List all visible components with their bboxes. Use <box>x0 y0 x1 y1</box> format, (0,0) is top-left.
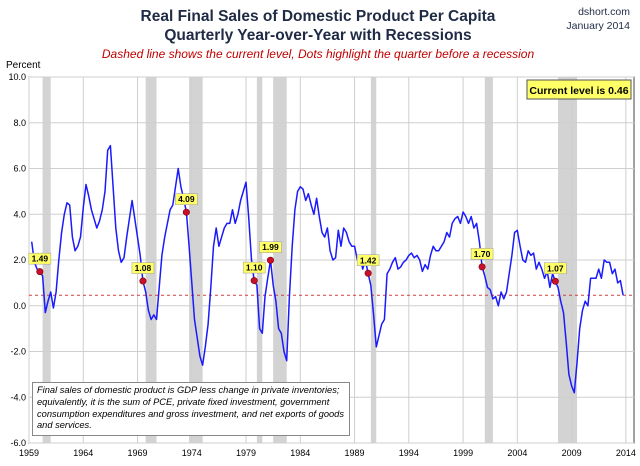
pre-recession-label: 1.07 <box>547 263 564 273</box>
pre-recession-dot <box>36 268 44 276</box>
x-tick-label: 1989 <box>345 448 365 458</box>
y-axis-unit-label: Percent <box>6 60 41 71</box>
x-tick-label: 1964 <box>73 448 93 458</box>
x-tick-label: 1979 <box>236 448 256 458</box>
y-tick-label: 2.0 <box>13 255 26 265</box>
pre-recession-label: 4.09 <box>178 194 195 204</box>
x-tick-label: 1984 <box>290 448 310 458</box>
y-tick-label: -2.0 <box>10 347 26 357</box>
y-tick-label: 8.0 <box>13 118 26 128</box>
pre-recession-label-box <box>28 252 52 265</box>
pre-recession-dot <box>250 277 258 285</box>
y-tick-label: 0.0 <box>13 301 26 311</box>
x-tick-label: 1999 <box>453 448 473 458</box>
plot-area: 1.49 1.08 4.09 1.10 1.99 1.42 1.70 1.07 <box>28 76 635 444</box>
footnote-text: Final sales of domestic product is GDP l… <box>37 385 344 431</box>
pre-recession-label-box <box>131 262 155 274</box>
date-label: January 2014 <box>566 20 630 32</box>
pre-recession-dot <box>266 256 274 264</box>
x-axis-ticks: 1959 1964 1969 1974 1979 1984 1989 1994 1999 2004… <box>19 448 636 458</box>
y-tick-label: 4.0 <box>13 209 26 219</box>
footnote-box: Final sales of domestic product is GDP l… <box>32 382 350 436</box>
pre-recession-label: 1.08 <box>135 263 152 273</box>
source-label: dshort.com <box>578 6 630 18</box>
x-tick-label: 2014 <box>616 448 636 458</box>
x-tick-label: 1974 <box>182 448 202 458</box>
pre-recession-dot <box>364 269 372 277</box>
x-tick-label: 2009 <box>562 448 582 458</box>
chart-title-line2: Quarterly Year-over-Year with Recessions <box>164 27 471 44</box>
chart-subtitle: Dashed line shows the current level, Dot… <box>102 47 535 61</box>
y-tick-label: 10.0 <box>8 72 26 82</box>
pre-recession-label-box <box>470 248 494 260</box>
pre-recession-dot <box>551 277 559 285</box>
y-tick-label: -6.0 <box>10 438 26 448</box>
x-tick-label: 1959 <box>19 448 39 458</box>
current-level-box <box>526 79 632 100</box>
pre-recession-label-box <box>242 261 266 274</box>
pre-recession-label: 1.10 <box>246 263 263 273</box>
pre-recession-points: 1.49 1.08 4.09 1.10 1.99 1.42 1.70 1.07 <box>28 193 567 285</box>
x-tick-label: 1969 <box>128 448 148 458</box>
pre-recession-label-box <box>356 254 380 267</box>
current-level-callout: Current level is 0.46 <box>526 79 632 100</box>
pre-recession-label: 1.70 <box>474 249 491 259</box>
pre-recession-label: 1.99 <box>262 242 279 252</box>
pre-recession-label-box <box>175 193 198 205</box>
chart-title-line1: Real Final Sales of Domestic Product Per… <box>141 8 496 25</box>
x-tick-label: 2004 <box>507 448 527 458</box>
x-tick-label: 1994 <box>399 448 419 458</box>
y-axis-ticks: 10.0 8.0 6.0 4.0 2.0 0.0 -2.0 -4.0 -6.0 <box>8 72 26 448</box>
pre-recession-dot <box>478 263 486 271</box>
y-tick-label: -4.0 <box>10 392 26 402</box>
pre-recession-dot <box>139 277 147 285</box>
y-tick-label: 6.0 <box>13 164 26 174</box>
pre-recession-label-box <box>544 262 567 275</box>
pre-recession-dot <box>182 208 190 216</box>
series-line <box>30 144 624 394</box>
pre-recession-label-box <box>259 241 282 253</box>
pre-recession-label: 1.42 <box>360 255 377 265</box>
pre-recession-label: 1.49 <box>32 254 49 264</box>
current-level-text: Current level is 0.46 <box>529 85 628 97</box>
